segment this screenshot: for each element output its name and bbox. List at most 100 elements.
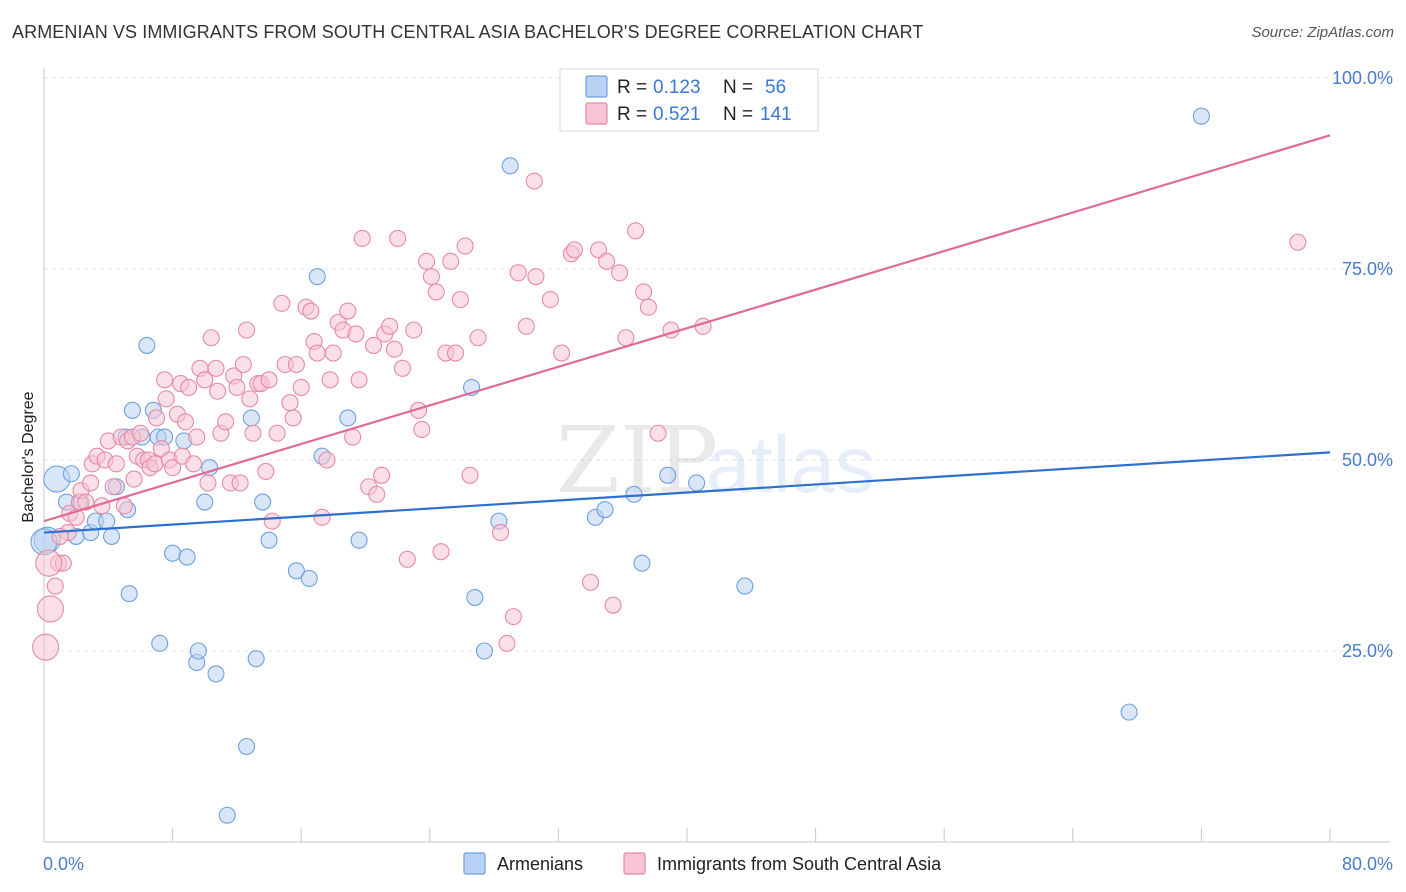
legend-r-value-0: 0.123 [653, 77, 701, 98]
immigrants-point [313, 508, 331, 526]
immigrants-point [164, 459, 182, 477]
legend-n-label-0: N = [723, 77, 753, 98]
immigrants-point [36, 595, 64, 623]
immigrants-point [347, 325, 365, 343]
immigrants-point [527, 268, 545, 286]
legend-r-label-0: R = [617, 77, 647, 98]
y-axis-label: Bachelor's Degree [20, 391, 37, 522]
immigrants-point [292, 378, 310, 396]
immigrants-point [77, 493, 95, 511]
armenians-point [736, 577, 754, 595]
armenians-point [178, 548, 196, 566]
immigrants-point [604, 596, 622, 614]
immigrants-point [324, 344, 342, 362]
immigrants-point [263, 512, 281, 530]
immigrants-point [115, 497, 133, 515]
immigrants-point [368, 485, 386, 503]
armenians-point [120, 585, 138, 603]
bottom-legend-swatch-armenians [463, 852, 486, 875]
legend-n-label-1: N = [723, 104, 753, 125]
immigrants-point [273, 294, 291, 312]
armenians-point [308, 268, 326, 286]
immigrants-point [131, 424, 149, 442]
y-tick-labels: 25.0% 50.0% 75.0% 100.0% [1332, 68, 1393, 661]
armenians-point [207, 665, 225, 683]
immigrants-trend-line [43, 134, 1331, 523]
immigrants-point [184, 455, 203, 473]
armenians-point [339, 409, 357, 427]
immigrants-point [565, 241, 584, 259]
immigrants-point [207, 359, 225, 377]
immigrants-point [199, 474, 217, 492]
immigrants-point [553, 344, 571, 362]
immigrants-point [46, 577, 64, 595]
immigrants-point [209, 382, 227, 400]
armenians-point [151, 634, 169, 652]
armenians-point [242, 409, 260, 427]
armenians-point [633, 554, 651, 572]
armenians-point [1120, 703, 1138, 721]
armenians-point [300, 569, 318, 587]
immigrants-point [339, 302, 357, 320]
immigrants-point [381, 317, 399, 335]
immigrants-point [639, 298, 657, 316]
armenians-point [164, 544, 182, 562]
immigrants-point [364, 336, 383, 354]
x-tick-label-max: 80.0% [1342, 854, 1393, 874]
armenians-point [247, 650, 265, 668]
x-axis-ticks [43, 828, 1331, 842]
immigrants-point [32, 633, 60, 661]
immigrants-point [35, 549, 63, 577]
immigrants-point [1289, 233, 1307, 251]
immigrants-point [244, 424, 262, 442]
bottom-legend-label-armenians: Armenians [497, 854, 583, 874]
bottom-legend-swatch-immigrants [623, 852, 646, 875]
immigrants-point [509, 264, 527, 282]
immigrants-point [241, 390, 259, 408]
immigrants-point [649, 424, 667, 442]
armenians-point [218, 806, 236, 824]
immigrants-point [196, 371, 214, 389]
armenians-point [254, 493, 272, 511]
immigrants-point [287, 355, 305, 374]
immigrants-point [461, 466, 479, 484]
immigrants-point [418, 252, 436, 270]
immigrants-point [318, 451, 336, 469]
armenians-point [596, 501, 614, 519]
immigrants-point [469, 329, 487, 347]
immigrants-point [234, 355, 252, 374]
immigrants-point [456, 237, 474, 255]
immigrants-point [422, 268, 440, 286]
x-tick-label-min: 0.0% [43, 854, 84, 874]
y-tick-label: 25.0% [1342, 641, 1393, 661]
immigrants-point [413, 420, 431, 438]
immigrants-point [432, 543, 450, 561]
immigrants-point [504, 608, 522, 626]
armenians-point [475, 642, 494, 660]
immigrants-point [389, 229, 407, 247]
armenians-point [138, 336, 156, 354]
armenians-point [350, 531, 368, 549]
armenians-point [62, 465, 80, 483]
armenians-point [287, 562, 305, 580]
y-tick-label: 100.0% [1332, 68, 1393, 88]
legend-r-value-1: 0.521 [653, 104, 701, 125]
armenians-point [102, 527, 121, 545]
immigrants-point [627, 222, 645, 240]
immigrants-point [427, 283, 445, 301]
immigrants-point [385, 340, 403, 358]
immigrants-point [344, 428, 362, 446]
immigrants-point [442, 252, 460, 270]
immigrants-point [598, 252, 616, 270]
immigrants-point [82, 474, 100, 492]
immigrants-point [147, 409, 166, 427]
immigrants-point [156, 371, 174, 389]
watermark-atlas: atlas [706, 420, 875, 509]
armenians-point [501, 157, 519, 175]
immigrants-points [32, 172, 1307, 661]
immigrants-point [491, 524, 510, 542]
bottom-legend-label-immigrants: Immigrants from South Central Asia [657, 854, 942, 874]
immigrants-point [146, 455, 164, 473]
legend-swatch-immigrants [585, 102, 608, 125]
